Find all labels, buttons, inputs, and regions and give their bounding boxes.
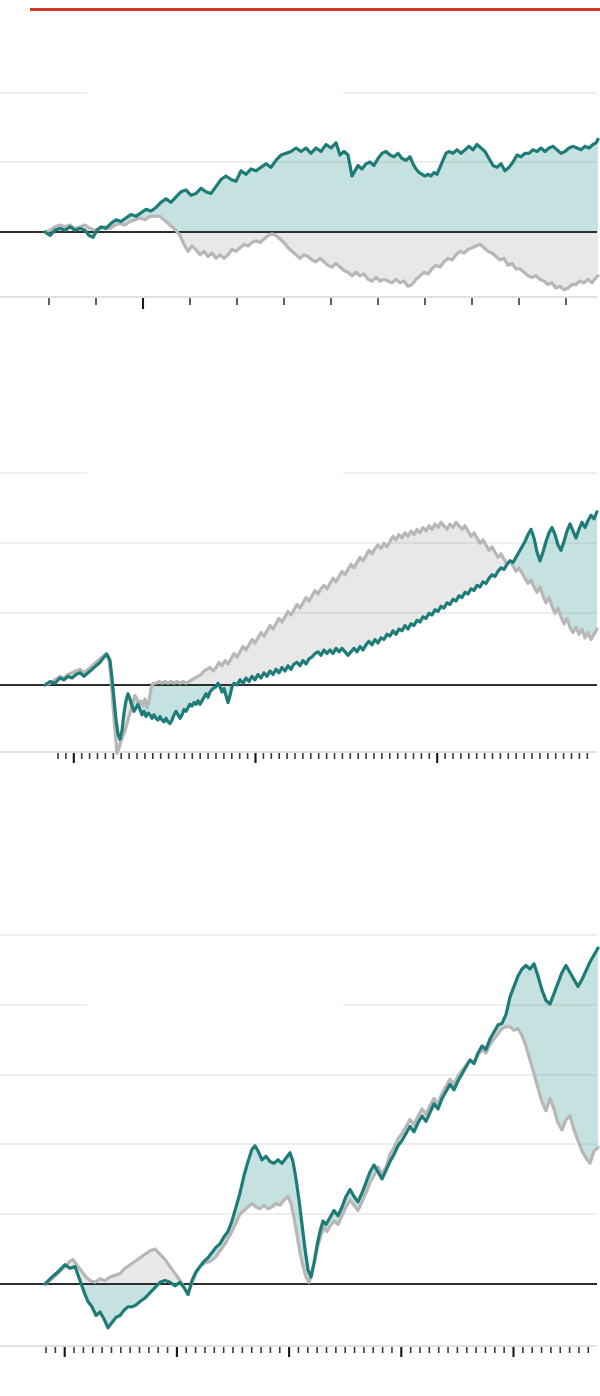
gray-series-line	[43, 1025, 600, 1297]
gray-area	[51, 522, 508, 754]
teal-area	[45, 948, 598, 1328]
gray-series-line	[43, 214, 600, 292]
teal-series-line	[43, 510, 599, 741]
teal-area	[45, 139, 598, 238]
chart-2	[0, 472, 599, 763]
chart-1	[0, 92, 600, 309]
gray-area	[45, 225, 598, 290]
teal-series-line	[43, 946, 600, 1330]
top-red-rule	[30, 8, 600, 11]
chart-3	[0, 934, 600, 1357]
teal-series-line	[43, 137, 600, 239]
